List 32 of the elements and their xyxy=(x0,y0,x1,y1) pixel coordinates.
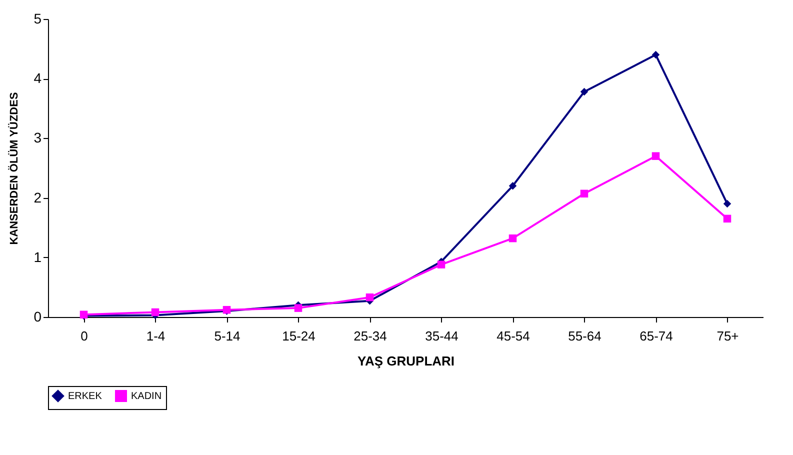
point xyxy=(652,152,660,160)
legend-label: KADIN xyxy=(131,391,162,402)
x-tick-label: 75+ xyxy=(716,328,739,344)
y-tick-label: 0 xyxy=(34,308,42,324)
x-tick-label: 55-64 xyxy=(568,328,602,344)
point xyxy=(652,50,660,59)
point xyxy=(437,260,446,268)
x-tick-label: 65-74 xyxy=(640,328,673,344)
y-tick-label: 4 xyxy=(34,70,42,86)
legend-label: ERKEK xyxy=(68,391,102,402)
x-tick-label: 25-34 xyxy=(354,328,387,344)
point xyxy=(580,88,588,96)
x-tick-label: 45-54 xyxy=(496,328,530,344)
point xyxy=(508,234,517,242)
x-axis-title: YAŞ GRUPLARI xyxy=(357,354,455,368)
x-tick-label: 1-4 xyxy=(146,328,166,344)
point xyxy=(508,182,517,190)
point xyxy=(580,190,588,198)
y-tick-label: 3 xyxy=(34,130,42,146)
y-axis-title: KANSERDEN ÖLÜM YÜZDES xyxy=(8,92,21,245)
y-tick-label: 1 xyxy=(34,248,42,265)
y-tick-label: 5 xyxy=(34,10,42,26)
point xyxy=(723,200,732,208)
point xyxy=(723,214,732,223)
point xyxy=(294,304,302,312)
x-tick-label: 15-24 xyxy=(282,328,316,344)
y-tick-label: 2 xyxy=(34,189,42,206)
x-tick-label: 0 xyxy=(80,328,88,344)
point xyxy=(151,308,160,316)
x-tick-label: 5-14 xyxy=(214,328,240,344)
point xyxy=(366,293,374,302)
x-tick-label: 35-44 xyxy=(425,328,458,344)
